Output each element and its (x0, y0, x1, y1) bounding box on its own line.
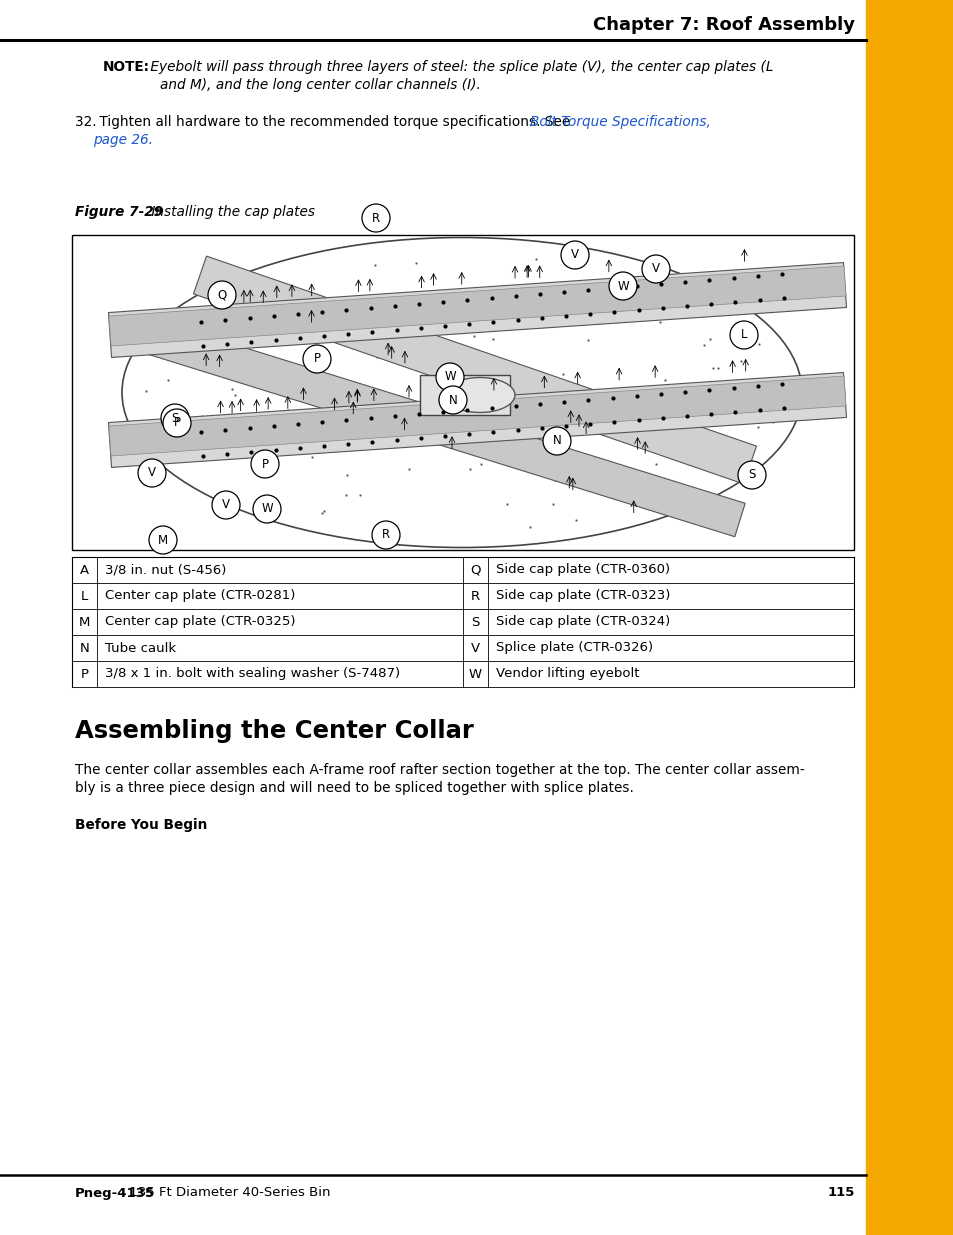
Bar (71, 235, 853, 550)
Circle shape (208, 282, 235, 309)
Text: Center cap plate (CTR-0281): Center cap plate (CTR-0281) (105, 589, 295, 603)
Text: W: W (617, 279, 628, 293)
Text: Center cap plate (CTR-0325): Center cap plate (CTR-0325) (105, 615, 295, 629)
Text: V: V (471, 641, 479, 655)
Polygon shape (109, 266, 845, 346)
Circle shape (608, 272, 637, 300)
Text: Q: Q (470, 563, 480, 577)
Text: W: W (444, 370, 456, 384)
Text: Installing the cap plates: Installing the cap plates (147, 205, 314, 219)
Text: Splice plate (CTR-0326): Splice plate (CTR-0326) (496, 641, 653, 655)
Text: Chapter 7: Roof Assembly: Chapter 7: Roof Assembly (593, 16, 854, 35)
Text: V: V (148, 467, 156, 479)
Circle shape (303, 345, 331, 373)
Text: R: R (372, 211, 379, 225)
Polygon shape (109, 373, 845, 468)
Polygon shape (109, 263, 845, 357)
Ellipse shape (122, 237, 801, 547)
Text: W: W (469, 667, 481, 680)
Text: P: P (173, 416, 180, 430)
Circle shape (729, 321, 758, 350)
Text: V: V (651, 263, 659, 275)
Text: Side cap plate (CTR-0360): Side cap plate (CTR-0360) (496, 563, 669, 577)
Text: 135 Ft Diameter 40-Series Bin: 135 Ft Diameter 40-Series Bin (125, 1187, 330, 1199)
Text: page 26.: page 26. (92, 133, 152, 147)
Text: W: W (261, 503, 273, 515)
Ellipse shape (444, 378, 515, 412)
Text: P: P (314, 352, 320, 366)
Circle shape (542, 427, 571, 454)
Bar (865, 0, 953, 1235)
Text: Pneg-4135: Pneg-4135 (75, 1187, 154, 1199)
Text: Side cap plate (CTR-0323): Side cap plate (CTR-0323) (496, 589, 670, 603)
Text: M: M (158, 534, 168, 547)
Text: Assembling the Center Collar: Assembling the Center Collar (75, 719, 474, 743)
Circle shape (251, 450, 278, 478)
Circle shape (138, 459, 166, 487)
Text: The center collar assembles each A-frame roof rafter section together at the top: The center collar assembles each A-frame… (75, 763, 804, 777)
Text: Bolt Torque Specifications,: Bolt Torque Specifications, (530, 115, 710, 128)
Text: Side cap plate (CTR-0324): Side cap plate (CTR-0324) (496, 615, 670, 629)
Text: R: R (381, 529, 390, 541)
Circle shape (438, 387, 467, 414)
Text: Figure 7-29: Figure 7-29 (75, 205, 163, 219)
Text: V: V (571, 248, 578, 262)
Polygon shape (140, 319, 744, 537)
Polygon shape (109, 375, 845, 456)
Text: A: A (80, 563, 89, 577)
Text: N: N (552, 435, 560, 447)
Circle shape (436, 363, 463, 391)
Circle shape (560, 241, 588, 269)
Text: bly is a three piece design and will need to be spliced together with splice pla: bly is a three piece design and will nee… (75, 781, 633, 795)
Text: 115: 115 (827, 1187, 854, 1199)
Circle shape (738, 461, 765, 489)
Circle shape (361, 204, 390, 232)
Circle shape (161, 404, 189, 432)
Text: 32. Tighten all hardware to the recommended torque specifications. See: 32. Tighten all hardware to the recommen… (75, 115, 574, 128)
Text: S: S (747, 468, 755, 482)
Text: 3/8 in. nut (S-456): 3/8 in. nut (S-456) (105, 563, 226, 577)
Text: N: N (448, 394, 456, 406)
Text: Tube caulk: Tube caulk (105, 641, 176, 655)
Text: V: V (222, 499, 230, 511)
Text: 3/8 x 1 in. bolt with sealing washer (S-7487): 3/8 x 1 in. bolt with sealing washer (S-… (105, 667, 399, 680)
Text: NOTE:: NOTE: (103, 61, 150, 74)
Circle shape (163, 409, 191, 437)
Circle shape (212, 492, 240, 519)
Bar (419, 375, 510, 415)
Text: L: L (740, 329, 746, 342)
Circle shape (641, 254, 669, 283)
Text: and M), and the long center collar channels (I).: and M), and the long center collar chann… (160, 78, 480, 91)
Text: L: L (81, 589, 88, 603)
Text: Eyebolt will pass through three layers of steel: the splice plate (V), the cente: Eyebolt will pass through three layers o… (146, 61, 773, 74)
Text: P: P (261, 457, 268, 471)
Text: S: S (471, 615, 479, 629)
Polygon shape (193, 256, 756, 484)
Circle shape (372, 521, 399, 550)
Text: M: M (79, 615, 91, 629)
Text: Before You Begin: Before You Begin (75, 818, 207, 832)
Circle shape (149, 526, 177, 555)
Text: R: R (471, 589, 479, 603)
Text: P: P (80, 667, 89, 680)
Text: Vendor lifting eyebolt: Vendor lifting eyebolt (496, 667, 639, 680)
Text: Q: Q (217, 289, 227, 301)
Text: N: N (79, 641, 90, 655)
Circle shape (253, 495, 281, 522)
Text: S: S (172, 411, 178, 425)
